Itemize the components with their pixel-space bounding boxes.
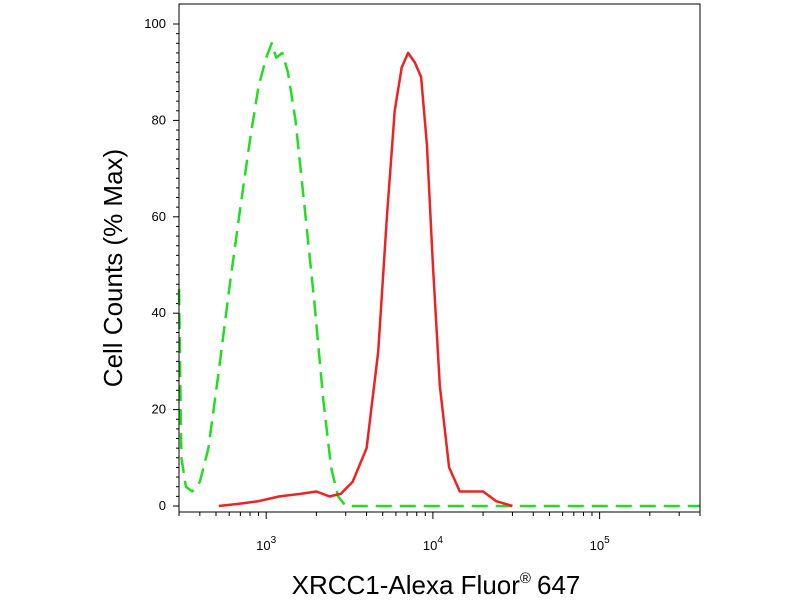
x-tick-label: 104 <box>423 535 443 553</box>
x-tick-exponent: 4 <box>437 535 443 546</box>
x-axis-label-main: XRCC1-Alexa Fluor <box>292 570 521 600</box>
y-tick-label: 80 <box>152 112 166 127</box>
y-tick-label: 60 <box>152 209 166 224</box>
x-tick-label: 103 <box>256 535 276 553</box>
series-layer <box>177 42 700 508</box>
y-tick-label: 100 <box>144 16 166 31</box>
x-axis-ticks: 103 104 105 <box>178 512 701 553</box>
series-line-0 <box>177 42 700 508</box>
x-tick-exponent: 5 <box>604 535 610 546</box>
x-tick-exponent: 3 <box>271 535 277 546</box>
y-tick-label: 0 <box>159 498 166 513</box>
x-axis-label-suffix: 647 <box>537 570 580 600</box>
series-line-1 <box>218 51 513 508</box>
x-tick-base: 10 <box>256 538 270 553</box>
y-tick-label: 40 <box>152 305 166 320</box>
x-tick-label: 105 <box>590 535 610 553</box>
y-tick-label: 20 <box>152 402 166 417</box>
x-axis-label: XRCC1-Alexa Fluor® 647 <box>292 570 581 600</box>
y-axis-label: Cell Counts (% Max) <box>98 149 128 387</box>
plot-frame <box>178 3 701 513</box>
x-axis-label-superscript: ® <box>520 570 531 587</box>
y-axis-ticks: 0 20 40 60 80 100 <box>144 16 179 513</box>
x-tick-base: 10 <box>590 538 604 553</box>
x-tick-base: 10 <box>423 538 437 553</box>
